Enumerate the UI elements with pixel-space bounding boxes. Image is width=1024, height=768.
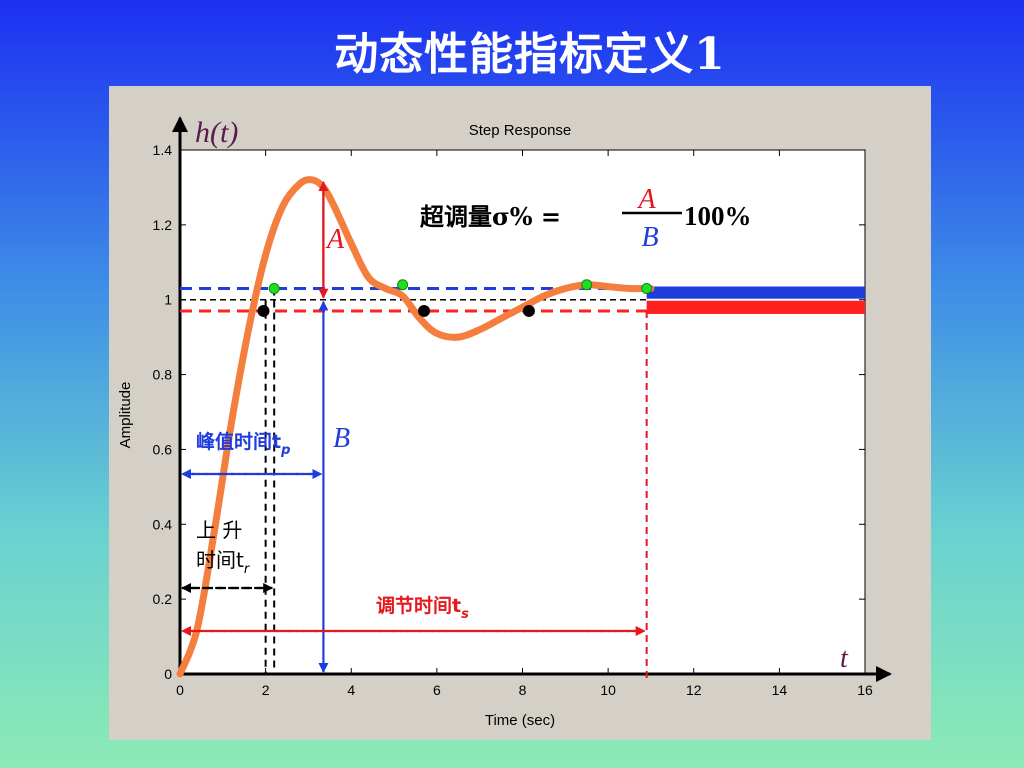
x-tick-label: 10 bbox=[600, 682, 616, 698]
plot-area bbox=[179, 149, 866, 675]
x-tick-label: 2 bbox=[262, 682, 270, 698]
slide-title: 动态性能指标定义1 bbox=[334, 29, 726, 80]
upper-band-crossing-dot bbox=[397, 279, 409, 291]
chart-title: Step Response bbox=[469, 122, 572, 139]
x-tick-label: 16 bbox=[857, 682, 873, 698]
overshoot-label: 超调量σ% = bbox=[420, 202, 561, 231]
step-response-curve bbox=[176, 176, 655, 678]
upper-band-crossing-dot bbox=[581, 279, 593, 291]
lower-band-solid bbox=[646, 300, 865, 314]
x-tick-label: 0 bbox=[176, 682, 184, 698]
fraction-numerator: A bbox=[636, 184, 656, 215]
lower-band-crossing-dot bbox=[522, 304, 535, 317]
y-axis-symbol: h(t) bbox=[195, 116, 238, 149]
y-tick-label: 1 bbox=[164, 292, 172, 308]
lower-band-crossing-dot bbox=[257, 304, 270, 317]
x-axis-label: Time (sec) bbox=[485, 712, 555, 729]
y-tick-label: 0.2 bbox=[153, 591, 173, 607]
y-tick-label: 0.8 bbox=[153, 367, 173, 383]
response-curve-group bbox=[176, 176, 865, 678]
y-axis-label: Amplitude bbox=[117, 382, 134, 449]
rise-time-label-line1: 上 升 bbox=[196, 518, 242, 542]
settling-time-label: 调节时间ts bbox=[376, 595, 469, 622]
peak-label-A: A bbox=[325, 224, 345, 255]
rise-time-label-line2: 时间tr bbox=[196, 548, 251, 577]
x-tick-label: 8 bbox=[519, 682, 527, 698]
lower-band-crossing-dot bbox=[418, 304, 431, 317]
axis-ticks: 0 2 4 6 8 10 12 14 16 0 0.2 0.4 0.6 0.8 1 1.2 1.4 bbox=[153, 116, 892, 698]
x-tick-label: 6 bbox=[433, 682, 441, 698]
upper-band-crossing-dot bbox=[268, 282, 280, 294]
upper-band-crossing-dot bbox=[641, 282, 653, 294]
y-tick-label: 0.4 bbox=[153, 516, 173, 532]
y-tick-label: 1.4 bbox=[153, 142, 173, 158]
x-tick-label: 4 bbox=[347, 682, 355, 698]
y-tick-label: 1.2 bbox=[153, 217, 173, 233]
upper-band-solid bbox=[646, 286, 865, 299]
annotations-group bbox=[181, 180, 653, 682]
x-tick-label: 14 bbox=[772, 682, 788, 698]
steady-label-B: B bbox=[333, 423, 350, 454]
y-tick-label: 0 bbox=[164, 666, 172, 682]
fraction-multiplier: 100% bbox=[684, 201, 752, 231]
peak-time-label: 峰值时间tp bbox=[196, 430, 290, 458]
x-axis-symbol: t bbox=[840, 643, 849, 674]
fraction-denominator: B bbox=[641, 222, 658, 253]
x-tick-label: 12 bbox=[686, 682, 702, 698]
y-tick-label: 0.6 bbox=[153, 441, 173, 457]
